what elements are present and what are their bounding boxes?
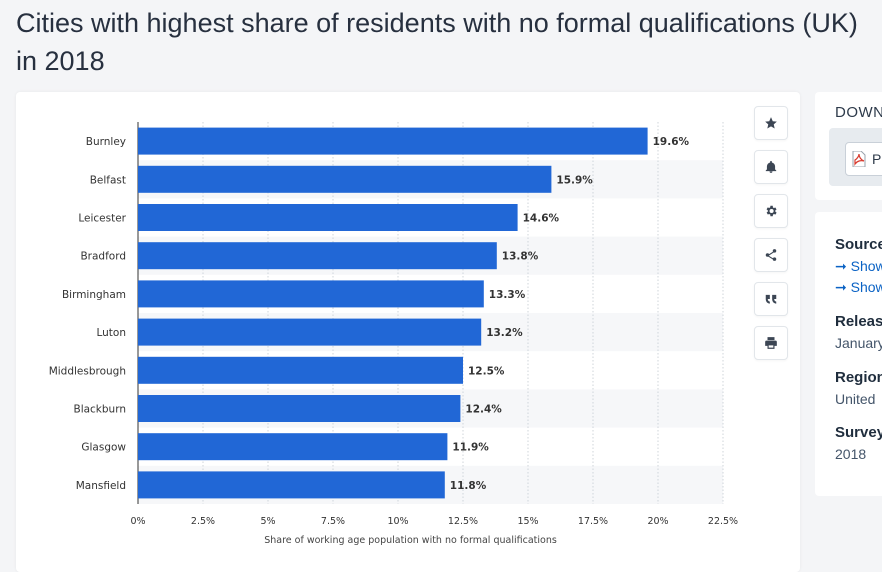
show-source-link[interactable]: ➞ Show [835, 258, 882, 274]
survey-value: 2018 [835, 446, 867, 462]
value-label: 11.8% [450, 480, 487, 492]
pdf-label: P [872, 151, 882, 167]
category-label: Blackburn [73, 404, 126, 416]
share-button[interactable] [754, 238, 788, 272]
value-label: 19.6% [653, 136, 690, 148]
bar [138, 471, 445, 499]
favorite-button[interactable] [754, 106, 788, 140]
region-value: United [835, 391, 876, 407]
category-label: Mansfield [76, 480, 126, 492]
value-label: 13.3% [489, 289, 526, 301]
source-heading: Source [835, 236, 882, 253]
bar [138, 165, 552, 193]
bar [138, 204, 518, 231]
statistic-details-panel: Source ➞ Show ➞ Show Releas January Regi… [815, 212, 882, 496]
quote-icon [765, 294, 777, 304]
x-tick-label: 15% [517, 516, 538, 527]
bar [138, 433, 448, 461]
bar-chart: Burnley 19.6% Belfast 15.9% Leicester 14.6% Br… [49, 122, 738, 546]
region-heading: Region [835, 369, 882, 386]
print-icon [765, 337, 777, 349]
gear-icon [766, 205, 777, 217]
category-label: Middlesbrough [49, 365, 126, 377]
category-label: Bradford [80, 251, 126, 263]
show-publisher-link[interactable]: ➞ Show [835, 279, 882, 295]
chart-card: Burnley 19.6% Belfast 15.9% Leicester 14.6% Br… [16, 92, 800, 572]
bell-icon [765, 160, 777, 173]
x-tick-label: 5% [260, 516, 275, 527]
download-panel: DOWN P [815, 92, 882, 200]
cite-button[interactable] [754, 282, 788, 316]
bar [138, 318, 482, 346]
bar [138, 395, 461, 422]
bar [138, 280, 484, 308]
pdf-icon [852, 151, 866, 167]
category-label: Belfast [90, 174, 126, 186]
bar [138, 356, 463, 384]
category-label: Burnley [86, 136, 126, 148]
x-tick-label: 7.5% [321, 516, 345, 527]
category-label: Leicester [78, 213, 126, 225]
notification-button[interactable] [754, 150, 788, 184]
value-label: 13.2% [486, 327, 523, 339]
x-axis-title: Share of working age population with no … [264, 535, 557, 546]
pdf-download-button[interactable]: P [845, 142, 882, 176]
release-heading: Releas [835, 313, 882, 330]
settings-button[interactable] [754, 194, 788, 228]
page-title: Cities with highest share of residents w… [16, 8, 858, 76]
download-title: DOWN [835, 104, 882, 121]
x-tick-label: 20% [647, 516, 668, 527]
category-label: Birmingham [62, 289, 126, 301]
x-tick-label: 12.5% [448, 516, 478, 527]
bar [138, 127, 648, 155]
value-label: 13.8% [502, 251, 539, 263]
value-label: 15.9% [556, 174, 593, 186]
value-label: 11.9% [452, 442, 489, 454]
x-tick-label: 2.5% [191, 516, 215, 527]
value-label: 14.6% [523, 213, 560, 225]
print-button[interactable] [754, 326, 788, 360]
star-icon [765, 117, 777, 129]
category-label: Luton [96, 327, 126, 339]
chart-toolbar [754, 106, 788, 370]
share-icon [765, 249, 777, 261]
x-tick-label: 0% [130, 516, 145, 527]
x-tick-label: 17.5% [578, 516, 608, 527]
value-label: 12.4% [465, 404, 502, 416]
value-label: 12.5% [468, 365, 505, 377]
category-label: Glasgow [81, 442, 126, 454]
x-tick-label: 10% [387, 516, 408, 527]
bar [138, 242, 497, 270]
survey-heading: Survey [835, 424, 882, 441]
x-tick-label: 22.5% [708, 516, 738, 527]
release-value: January [835, 335, 882, 351]
